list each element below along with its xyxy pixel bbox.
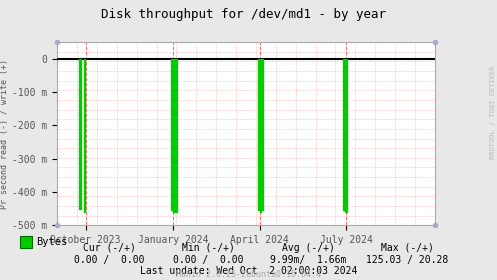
Text: Max (-/+): Max (-/+)	[381, 243, 434, 253]
Text: 9.99m/  1.66m: 9.99m/ 1.66m	[270, 255, 346, 265]
Text: Disk throughput for /dev/md1 - by year: Disk throughput for /dev/md1 - by year	[101, 8, 386, 21]
Text: 0.00 /  0.00: 0.00 / 0.00	[173, 255, 244, 265]
Text: Munin 2.0.25-2ubuntu0.16.04.4: Munin 2.0.25-2ubuntu0.16.04.4	[176, 270, 321, 279]
Text: Last update: Wed Oct  2 02:00:03 2024: Last update: Wed Oct 2 02:00:03 2024	[140, 266, 357, 276]
Text: Bytes: Bytes	[36, 237, 68, 247]
Y-axis label: Pr second read (-) / write (+): Pr second read (-) / write (+)	[0, 59, 9, 209]
Text: Min (-/+): Min (-/+)	[182, 243, 235, 253]
Text: Avg (-/+): Avg (-/+)	[282, 243, 334, 253]
Text: 0.00 /  0.00: 0.00 / 0.00	[74, 255, 145, 265]
Text: 125.03 / 20.28: 125.03 / 20.28	[366, 255, 449, 265]
Text: RRDTOOL / TOBI OETIKER: RRDTOOL / TOBI OETIKER	[490, 65, 496, 159]
Text: Cur (-/+): Cur (-/+)	[83, 243, 136, 253]
